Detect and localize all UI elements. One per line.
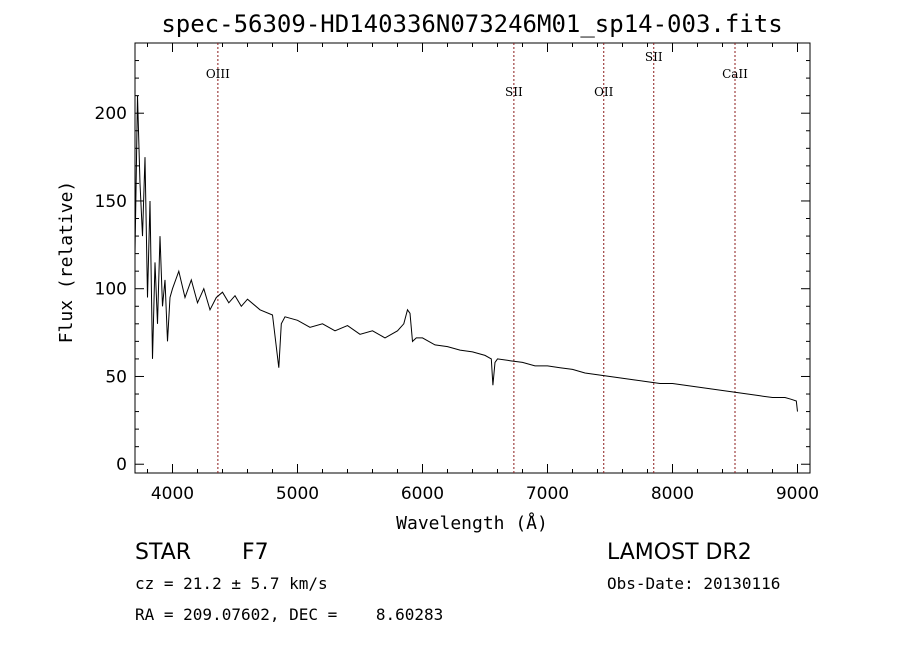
y-tick-label: 0 xyxy=(116,455,127,475)
x-axis: 4000 5000 6000 7000 8000 9000 xyxy=(147,43,819,504)
obs-date-text: Obs-Date: 20130116 xyxy=(607,574,780,593)
y-axis-label: Flux (relative) xyxy=(56,181,77,344)
x-axis-label: Wavelength (Å) xyxy=(396,512,548,534)
emission-line-label: SII xyxy=(645,50,663,64)
y-tick-label: 100 xyxy=(95,280,127,300)
y-tick-label: 50 xyxy=(105,367,127,387)
emission-line-markers: OIII SII OII SII CaII xyxy=(206,43,748,473)
x-tick-label: 7000 xyxy=(526,484,569,504)
survey-name: LAMOST DR2 xyxy=(607,540,752,565)
x-tick-label: 6000 xyxy=(401,484,444,504)
emission-line-label: OIII xyxy=(206,67,230,81)
x-tick-label: 4000 xyxy=(151,484,194,504)
redshift-text: cz = 21.2 ± 5.7 km/s xyxy=(135,574,328,593)
y-tick-label: 150 xyxy=(95,192,127,212)
radec-text: RA = 209.07602, DEC = 8.60283 xyxy=(135,605,443,624)
flux-series-line xyxy=(134,95,798,412)
chart-title: spec-56309-HD140336N073246M01_sp14-003.f… xyxy=(161,10,782,38)
y-tick-label: 200 xyxy=(95,104,127,124)
x-tick-label: 5000 xyxy=(276,484,319,504)
y-axis: 0 50 100 150 200 xyxy=(95,42,810,475)
object-class: STAR xyxy=(135,540,191,565)
object-subclass: F7 xyxy=(242,540,269,565)
emission-line-label: OII xyxy=(594,85,614,99)
plot-frame xyxy=(134,42,811,474)
x-tick-label: 9000 xyxy=(776,484,819,504)
emission-line-label: SII xyxy=(505,85,523,99)
x-tick-label: 8000 xyxy=(651,484,694,504)
emission-line-label: CaII xyxy=(722,67,748,81)
